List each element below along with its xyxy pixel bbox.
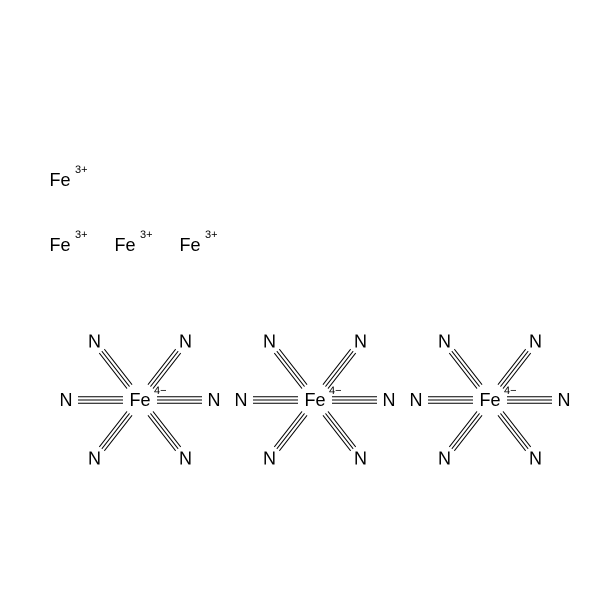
nitrogen-label: N: [410, 390, 423, 410]
nitrogen-label: N: [529, 332, 542, 352]
nitrogen-label: N: [529, 448, 542, 468]
nitrogen-label: N: [88, 448, 101, 468]
nitrogen-label: N: [263, 448, 276, 468]
nitrogen-label: N: [88, 332, 101, 352]
nitrogen-label: N: [438, 448, 451, 468]
nitrogen-label: N: [354, 448, 367, 468]
nitrogen-label: N: [179, 332, 192, 352]
fe-label: Fe: [49, 170, 70, 190]
nitrogen-label: N: [179, 448, 192, 468]
charge-label: 4−: [504, 385, 517, 397]
charge-label: 3+: [75, 229, 88, 241]
fe-label: Fe: [114, 235, 135, 255]
fe-label: Fe: [179, 235, 200, 255]
charge-label: 4−: [329, 385, 342, 397]
charge-label: 3+: [75, 164, 88, 176]
nitrogen-label: N: [263, 332, 276, 352]
nitrogen-label: N: [208, 390, 221, 410]
charge-label: 3+: [205, 229, 218, 241]
fe-center-label: Fe: [304, 390, 325, 410]
nitrogen-label: N: [438, 332, 451, 352]
nitrogen-label: N: [558, 390, 571, 410]
chemical-structure-diagram: Fe3+Fe3+Fe3+Fe3+NNNNNNFe4−NNNNNNFe4−NNNN…: [0, 0, 600, 600]
fe-label: Fe: [49, 235, 70, 255]
charge-label: 3+: [140, 229, 153, 241]
nitrogen-label: N: [235, 390, 248, 410]
nitrogen-label: N: [60, 390, 73, 410]
charge-label: 4−: [154, 385, 167, 397]
nitrogen-label: N: [354, 332, 367, 352]
fe-center-label: Fe: [129, 390, 150, 410]
nitrogen-label: N: [383, 390, 396, 410]
fe-center-label: Fe: [479, 390, 500, 410]
